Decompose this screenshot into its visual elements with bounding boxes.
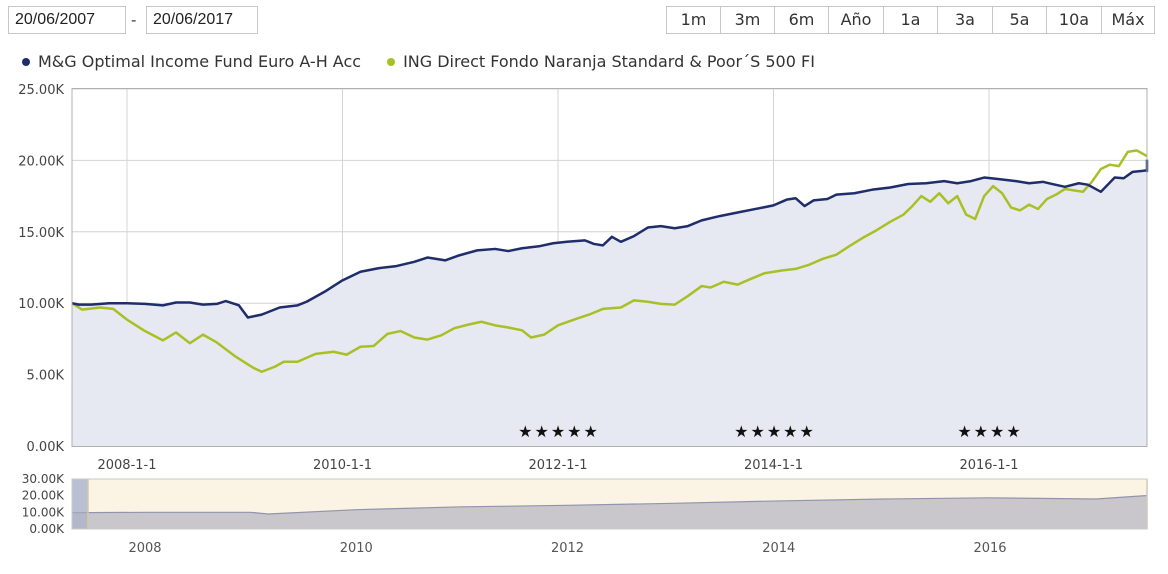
chart-legend: M&G Optimal Income Fund Euro A-H Acc ING… xyxy=(22,52,815,71)
legend-label-series-1: M&G Optimal Income Fund Euro A-H Acc xyxy=(38,52,362,71)
range-button-max[interactable]: Máx xyxy=(1101,7,1154,33)
main-y-tick-label: 10.00K xyxy=(18,297,64,312)
legend-item-series-1[interactable]: M&G Optimal Income Fund Euro A-H Acc xyxy=(22,52,361,71)
range-button-1y[interactable]: 1a xyxy=(883,7,937,33)
range-button-3y[interactable]: 3a xyxy=(937,7,992,33)
legend-marker-series-2 xyxy=(387,57,396,66)
navigator-y-tick-label: 0.00K xyxy=(29,522,65,536)
date-range-separator: - xyxy=(131,11,137,29)
series-1-line xyxy=(71,159,1149,319)
navigator-background xyxy=(72,479,1147,529)
main-y-axis: 0.00K 5.00K 10.00K 15.00K 20.00K 25.00K xyxy=(18,83,64,455)
rating-stars-label: ★★★★★ xyxy=(734,422,816,441)
legend-item-series-2[interactable]: ING Direct Fondo Naranja Standard & Poor… xyxy=(387,52,815,71)
rating-stars-label: ★★★★★ xyxy=(518,422,600,441)
navigator-y-tick-label: 30.00K xyxy=(22,472,65,486)
main-x-tick-label: 2016-1-1 xyxy=(959,458,1018,473)
navigator-border xyxy=(71,478,1148,530)
range-button-1m[interactable]: 1m xyxy=(667,7,720,33)
range-button-ytd[interactable]: Año xyxy=(828,7,883,33)
end-date-input[interactable] xyxy=(146,6,258,34)
main-x-tick-label: 2012-1-1 xyxy=(528,458,587,473)
navigator-series-line xyxy=(71,494,1148,515)
range-button-5y[interactable]: 5a xyxy=(992,7,1046,33)
main-x-tick-label: 2008-1-1 xyxy=(97,458,156,473)
navigator-x-tick-label: 2014 xyxy=(762,541,795,556)
range-button-6m[interactable]: 6m xyxy=(774,7,828,33)
main-plot-border xyxy=(71,88,1148,447)
navigator-x-tick-label: 2016 xyxy=(973,541,1006,556)
range-button-3m[interactable]: 3m xyxy=(720,7,774,33)
main-x-tick-label: 2014-1-1 xyxy=(744,458,803,473)
navigator-x-tick-label: 2008 xyxy=(128,541,161,556)
series-2-line xyxy=(71,149,1148,373)
main-y-tick-label: 15.00K xyxy=(18,226,64,241)
series-1-area-fill xyxy=(72,159,1147,446)
navigator-y-tick-label: 20.00K xyxy=(22,489,65,503)
navigator-selected-range[interactable] xyxy=(88,479,1147,529)
range-button-10y[interactable]: 10a xyxy=(1046,7,1101,33)
main-x-tick-label: 2010-1-1 xyxy=(313,458,372,473)
navigator-y-axis: 0.00K 10.00K 20.00K 30.00K xyxy=(22,472,65,536)
navigator-series-area xyxy=(72,495,1147,529)
main-chart-grid xyxy=(72,88,1147,447)
main-y-tick-label: 0.00K xyxy=(27,440,65,455)
range-selector: 1m 3m 6m Año 1a 3a 5a 10a Máx xyxy=(666,6,1155,34)
navigator-y-tick-label: 10.00K xyxy=(22,505,65,519)
main-x-axis: 2008-1-1 2010-1-1 2012-1-1 2014-1-1 2016-1-1 xyxy=(97,458,1018,473)
navigator-outside-area xyxy=(72,479,88,529)
start-date-input[interactable] xyxy=(8,6,126,34)
main-y-tick-label: 25.00K xyxy=(18,83,64,98)
legend-marker-series-1 xyxy=(22,57,30,66)
main-y-tick-label: 5.00K xyxy=(27,369,65,384)
main-y-tick-label: 20.00K xyxy=(18,154,64,169)
navigator-grid xyxy=(72,478,1147,530)
rating-stars: ★★★★★ ★★★★★ ★★★★ xyxy=(518,422,1022,441)
navigator-x-axis: 2008 2010 2012 2014 2016 xyxy=(128,541,1006,556)
navigator-outside-mask xyxy=(72,479,88,529)
navigator-x-tick-label: 2010 xyxy=(340,541,373,556)
rating-stars-label: ★★★★ xyxy=(957,422,1022,441)
legend-label-series-2: ING Direct Fondo Naranja Standard & Poor… xyxy=(403,52,815,71)
navigator-x-tick-label: 2012 xyxy=(551,541,584,556)
